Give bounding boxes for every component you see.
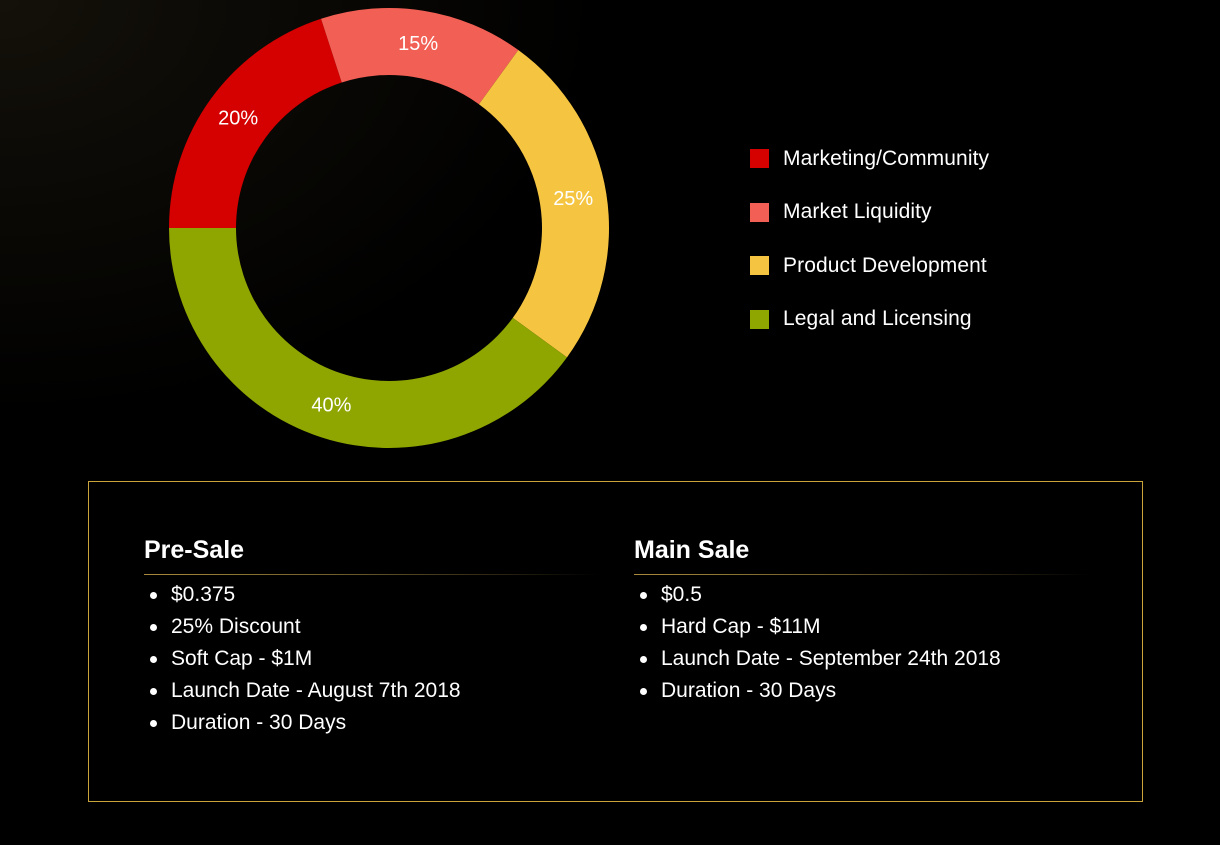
legend-swatch <box>750 149 769 169</box>
main-sale-list: $0.5 Hard Cap - $11M Launch Date - Septe… <box>634 579 1089 707</box>
list-item: Soft Cap - $1M <box>144 643 599 675</box>
donut-slice-market-liquidity <box>321 7 519 105</box>
bullet-icon <box>150 688 157 695</box>
divider <box>634 574 1089 575</box>
list-item-text: Duration - 30 Days <box>661 679 837 702</box>
pre-sale-list: $0.375 25% Discount Soft Cap - $1M Launc… <box>144 579 599 739</box>
donut-slice-legal-and-licensing <box>169 228 567 448</box>
list-item-text: $0.375 <box>171 583 236 606</box>
legend-item-product: Product Development <box>750 239 1080 293</box>
legend-label: Market Liquidity <box>783 200 932 224</box>
list-item-text: Duration - 30 Days <box>171 711 347 734</box>
list-item-text: 25% Discount <box>171 615 301 638</box>
list-item: Launch Date - August 7th 2018 <box>144 675 599 707</box>
legend-swatch <box>750 202 769 222</box>
legend-label: Product Development <box>783 253 987 277</box>
list-item: 25% Discount <box>144 611 599 643</box>
slice-percent-label: 20% <box>218 107 258 129</box>
slice-percent-label: 25% <box>553 188 593 210</box>
list-item-text: $0.5 <box>661 583 702 606</box>
bullet-icon <box>150 720 157 727</box>
bullet-icon <box>640 656 647 663</box>
bullet-icon <box>150 624 157 631</box>
chart-legend: Marketing/Community Market Liquidity Pro… <box>750 132 1080 346</box>
divider <box>144 574 599 575</box>
list-item-text: Launch Date - August 7th 2018 <box>171 679 461 702</box>
list-item: $0.375 <box>144 579 599 611</box>
list-item-text: Soft Cap - $1M <box>171 647 313 670</box>
legend-label: Marketing/Community <box>783 146 990 170</box>
list-item: Launch Date - September 24th 2018 <box>634 643 1089 675</box>
sale-details-box: Pre-Sale $0.375 25% Discount Soft Cap - … <box>88 481 1143 802</box>
allocation-donut-chart: 20% 15% 25% 40% <box>169 7 609 448</box>
donut-slice-marketing-community <box>169 18 342 229</box>
legend-item-legal: Legal and Licensing <box>750 293 1080 347</box>
legend-swatch <box>750 309 769 329</box>
main-sale-title: Main Sale <box>634 536 750 564</box>
slice-percent-label: 40% <box>311 394 351 416</box>
list-item: $0.5 <box>634 579 1089 611</box>
list-item-text: Launch Date - September 24th 2018 <box>661 647 1001 670</box>
legend-item-liquidity: Market Liquidity <box>750 186 1080 240</box>
legend-item-marketing: Marketing/Community <box>750 132 1080 186</box>
list-item: Hard Cap - $11M <box>634 611 1089 643</box>
bullet-icon <box>640 592 647 599</box>
legend-swatch <box>750 256 769 276</box>
bullet-icon <box>150 656 157 663</box>
main-sale-section: Main Sale $0.5 Hard Cap - $11M Launch Da… <box>634 534 1089 707</box>
list-item: Duration - 30 Days <box>144 707 599 739</box>
pre-sale-section: Pre-Sale $0.375 25% Discount Soft Cap - … <box>144 534 599 739</box>
bullet-icon <box>640 688 647 695</box>
legend-label: Legal and Licensing <box>783 307 972 331</box>
list-item-text: Hard Cap - $11M <box>661 615 821 638</box>
slice-percent-label: 15% <box>398 33 438 55</box>
pre-sale-title: Pre-Sale <box>144 536 245 564</box>
bullet-icon <box>640 624 647 631</box>
donut-slice-product-development <box>478 50 609 358</box>
list-item: Duration - 30 Days <box>634 675 1089 707</box>
bullet-icon <box>150 592 157 599</box>
